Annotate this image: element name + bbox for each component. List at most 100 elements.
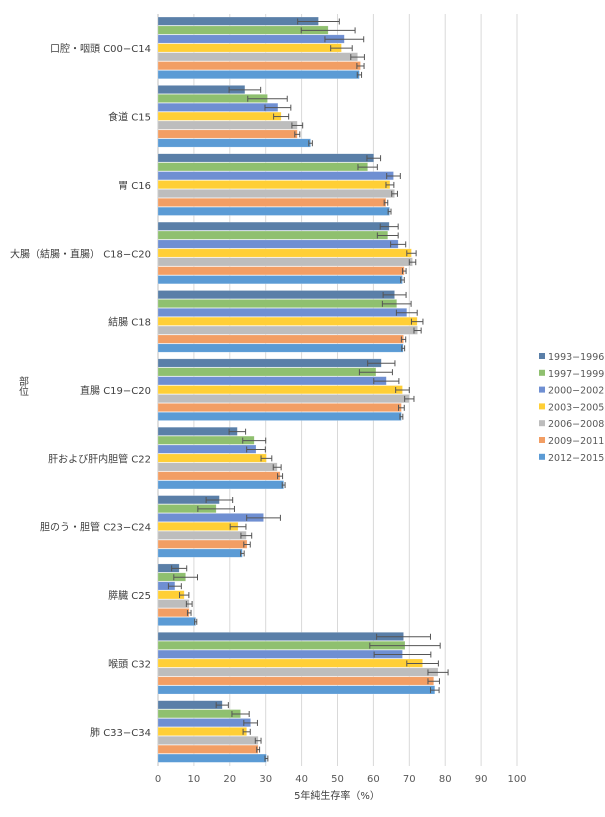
bar (157, 480, 284, 490)
bar (157, 539, 248, 549)
bar (157, 16, 319, 26)
bar (157, 334, 404, 344)
bar (157, 230, 389, 240)
category-label: 膵臓 C25 (108, 590, 151, 602)
bar (157, 189, 395, 198)
x-tick-label: 0 (155, 774, 161, 785)
x-tick-label: 40 (295, 774, 308, 785)
bar (157, 462, 278, 472)
legend-label: 2000−2002 (548, 386, 604, 397)
bar (157, 198, 387, 207)
error-bars (167, 18, 449, 762)
category-label: 食道 C15 (108, 111, 151, 124)
bar (157, 316, 418, 326)
bar (157, 248, 412, 258)
bar (157, 180, 391, 190)
x-tick-label: 60 (367, 774, 380, 785)
bar (157, 640, 406, 650)
bar (157, 221, 390, 231)
bar (157, 343, 404, 353)
bar (157, 111, 282, 121)
bar (157, 299, 397, 308)
legend-label: 2006−2008 (548, 419, 604, 430)
legend-swatch (539, 386, 545, 393)
legend-swatch (539, 453, 545, 460)
x-tick-labels: 0 10 20 30 40 50 60 70 80 90 100 (155, 774, 527, 785)
bar (157, 385, 403, 395)
bar (157, 685, 436, 695)
bar (157, 358, 382, 368)
bar (157, 376, 387, 386)
bars (157, 16, 439, 763)
bar (157, 530, 247, 540)
bar (157, 239, 399, 249)
bar (157, 266, 405, 276)
bar (157, 632, 404, 641)
y-axis-label: 部位 (17, 375, 29, 396)
x-tick-label: 20 (223, 774, 236, 785)
bar (157, 257, 413, 267)
bar (157, 444, 257, 454)
bar (157, 171, 394, 181)
bar (157, 608, 190, 617)
bar (157, 736, 259, 745)
legend-label: 1993−1996 (548, 352, 604, 363)
category-label: 口腔・咽頭 C00−C14 (50, 42, 151, 55)
legend-label: 1997−1999 (548, 369, 604, 380)
legend-swatch (539, 437, 545, 443)
x-tick-label: 30 (259, 774, 272, 785)
category-label: 結腸 C18 (108, 316, 151, 329)
bar (157, 308, 408, 317)
category-label: 喉頭 C32 (108, 658, 151, 670)
bar (157, 412, 402, 421)
bar (157, 367, 377, 377)
bar (157, 153, 375, 163)
legend: 1993−1996 1997−1999 2000−2002 2003−2005 2006… (539, 352, 604, 464)
bar (157, 744, 259, 754)
x-axis-label: 5年純生存率（%） (294, 789, 380, 802)
bar (157, 52, 358, 62)
bar (157, 658, 423, 668)
x-tick-label: 90 (475, 774, 488, 785)
bar (157, 617, 196, 626)
x-tick-label: 70 (403, 774, 416, 785)
legend-label: 2003−2005 (548, 402, 604, 413)
category-label: 胃 C16 (118, 180, 151, 192)
bar (157, 471, 281, 481)
bar (157, 61, 361, 71)
x-tick-label: 80 (439, 774, 452, 785)
legend-swatch (539, 403, 545, 410)
bar (157, 599, 190, 609)
bar (157, 162, 368, 172)
bar (157, 709, 241, 719)
category-label: 胆のう・胆管 C23−C24 (40, 521, 151, 534)
bar (157, 453, 267, 463)
bar (157, 548, 243, 558)
legend-label: 2009−2011 (548, 436, 604, 447)
bar (157, 426, 238, 436)
bar (157, 676, 434, 686)
bar (157, 667, 439, 677)
legend-swatch (539, 369, 545, 376)
legend-swatch (539, 420, 545, 427)
bar (157, 325, 418, 335)
bar (157, 403, 402, 412)
bar (157, 102, 279, 112)
bar (157, 120, 298, 130)
bar (157, 43, 342, 53)
bar (157, 700, 223, 710)
x-tick-label: 100 (507, 774, 526, 785)
bar (157, 435, 255, 445)
bar (157, 753, 267, 763)
x-tick-label: 10 (188, 774, 201, 785)
bar (157, 290, 395, 300)
bar (157, 649, 403, 659)
legend-label: 2012−2015 (548, 453, 604, 464)
category-label: 大腸（結腸・直腸） C18−C20 (10, 247, 151, 260)
bar (157, 727, 247, 736)
bar (157, 138, 311, 148)
bar (157, 394, 410, 404)
category-label: 肺 C33−C34 (90, 727, 151, 739)
bar (157, 522, 239, 531)
